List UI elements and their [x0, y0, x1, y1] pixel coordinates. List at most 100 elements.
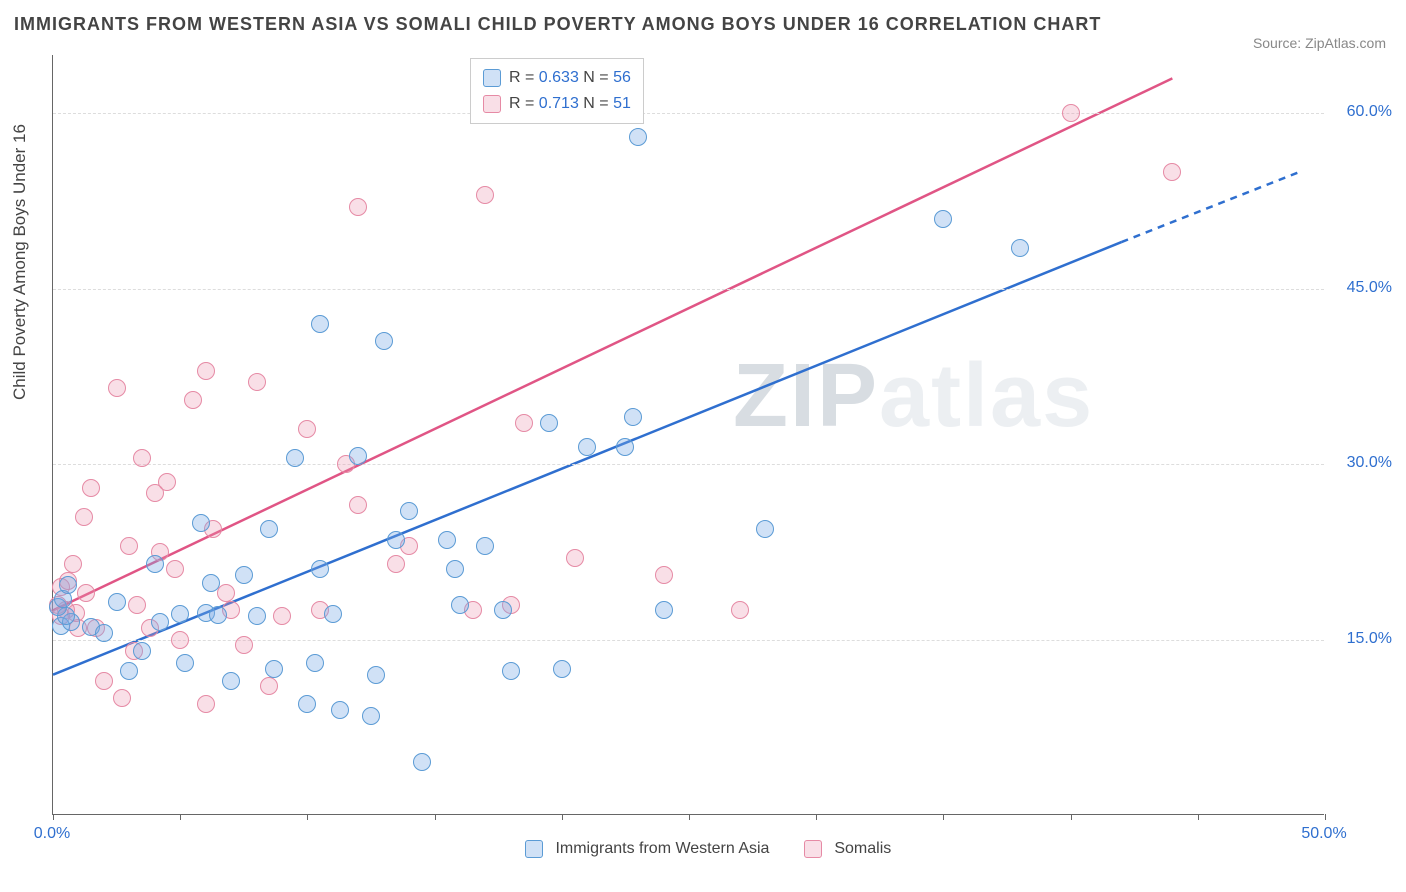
scatter-point — [260, 520, 278, 538]
scatter-point — [235, 566, 253, 584]
scatter-point — [349, 496, 367, 514]
y-tick-label: 60.0% — [1332, 103, 1392, 121]
y-tick-label: 30.0% — [1332, 454, 1392, 472]
scatter-point — [95, 672, 113, 690]
scatter-point — [311, 315, 329, 333]
y-tick-label: 45.0% — [1332, 279, 1392, 297]
scatter-point — [756, 520, 774, 538]
scatter-point — [298, 695, 316, 713]
scatter-point — [629, 128, 647, 146]
scatter-point — [400, 502, 418, 520]
correlation-legend: R = 0.633 N = 56R = 0.713 N = 51 — [470, 58, 644, 124]
gridline — [53, 464, 1324, 465]
scatter-point — [413, 753, 431, 771]
scatter-point — [655, 601, 673, 619]
scatter-point — [77, 584, 95, 602]
scatter-point — [476, 537, 494, 555]
legend-item-blue: Immigrants from Western Asia — [525, 840, 769, 858]
scatter-point — [540, 414, 558, 432]
scatter-point — [934, 210, 952, 228]
legend-swatch — [483, 95, 501, 113]
x-tick-mark — [53, 814, 54, 820]
scatter-point — [59, 576, 77, 594]
scatter-point — [120, 662, 138, 680]
x-tick-mark — [1071, 814, 1072, 820]
scatter-point — [616, 438, 634, 456]
x-tick-mark — [1198, 814, 1199, 820]
scatter-point — [446, 560, 464, 578]
scatter-point — [108, 379, 126, 397]
scatter-point — [209, 606, 227, 624]
x-tick-label: 50.0% — [1294, 825, 1354, 843]
scatter-point — [82, 479, 100, 497]
scatter-point — [171, 631, 189, 649]
scatter-point — [222, 672, 240, 690]
scatter-point — [197, 695, 215, 713]
scatter-point — [298, 420, 316, 438]
scatter-point — [235, 636, 253, 654]
scatter-point — [158, 473, 176, 491]
scatter-point — [1062, 104, 1080, 122]
legend-label-pink: Somalis — [834, 840, 891, 857]
scatter-point — [553, 660, 571, 678]
scatter-point — [192, 514, 210, 532]
scatter-point — [324, 605, 342, 623]
legend-swatch-pink — [804, 840, 822, 858]
y-tick-label: 15.0% — [1332, 630, 1392, 648]
scatter-point — [387, 555, 405, 573]
scatter-point — [515, 414, 533, 432]
scatter-point — [1011, 239, 1029, 257]
gridline — [53, 289, 1324, 290]
y-axis-label: Child Poverty Among Boys Under 16 — [10, 124, 30, 400]
legend-row: R = 0.713 N = 51 — [483, 91, 631, 117]
scatter-point — [75, 508, 93, 526]
x-tick-mark — [307, 814, 308, 820]
scatter-point — [566, 549, 584, 567]
scatter-point — [176, 654, 194, 672]
scatter-point — [655, 566, 673, 584]
scatter-point — [133, 642, 151, 660]
legend-row: R = 0.633 N = 56 — [483, 65, 631, 91]
source-attribution: Source: ZipAtlas.com — [1253, 35, 1386, 51]
scatter-point — [113, 689, 131, 707]
scatter-point — [451, 596, 469, 614]
x-tick-mark — [562, 814, 563, 820]
chart-title: IMMIGRANTS FROM WESTERN ASIA VS SOMALI C… — [14, 14, 1101, 35]
scatter-point — [375, 332, 393, 350]
scatter-point — [184, 391, 202, 409]
legend-label-blue: Immigrants from Western Asia — [555, 840, 769, 857]
scatter-point — [476, 186, 494, 204]
legend-swatch-blue — [525, 840, 543, 858]
scatter-point — [273, 607, 291, 625]
trend-lines-layer — [53, 55, 1324, 814]
scatter-point — [133, 449, 151, 467]
scatter-point — [624, 408, 642, 426]
scatter-point — [367, 666, 385, 684]
scatter-point — [248, 373, 266, 391]
scatter-point — [349, 447, 367, 465]
scatter-point — [260, 677, 278, 695]
scatter-point — [171, 605, 189, 623]
scatter-point — [166, 560, 184, 578]
scatter-point — [128, 596, 146, 614]
scatter-point — [306, 654, 324, 672]
scatter-point — [151, 613, 169, 631]
scatter-plot-area: ZIPatlas — [52, 55, 1324, 815]
scatter-point — [120, 537, 138, 555]
x-tick-mark — [180, 814, 181, 820]
series-legend: Immigrants from Western Asia Somalis — [525, 840, 921, 858]
scatter-point — [248, 607, 266, 625]
scatter-point — [362, 707, 380, 725]
x-tick-mark — [689, 814, 690, 820]
scatter-point — [217, 584, 235, 602]
scatter-point — [331, 701, 349, 719]
scatter-point — [578, 438, 596, 456]
scatter-point — [146, 555, 164, 573]
x-tick-mark — [943, 814, 944, 820]
scatter-point — [731, 601, 749, 619]
x-tick-mark — [435, 814, 436, 820]
scatter-point — [95, 624, 113, 642]
scatter-point — [64, 555, 82, 573]
scatter-point — [387, 531, 405, 549]
scatter-point — [202, 574, 220, 592]
